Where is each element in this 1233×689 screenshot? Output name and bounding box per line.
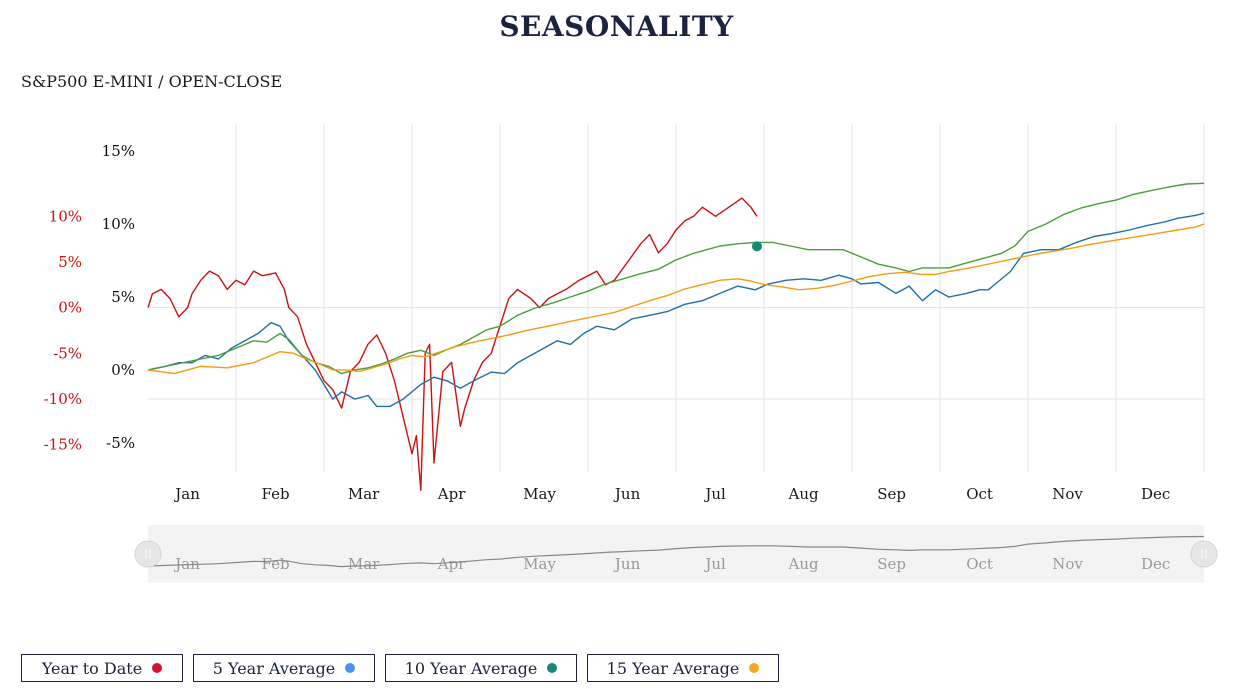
month-tick-label: Aug bbox=[788, 485, 819, 503]
legend-label: Year to Date bbox=[41, 658, 143, 678]
navigator-month-label: Oct bbox=[966, 555, 993, 573]
legend-label: 10 Year Average bbox=[404, 658, 538, 678]
average-axis-ticks: 15% 10% 5% 0% -5% bbox=[102, 142, 135, 452]
navigator-month-label: Aug bbox=[788, 555, 819, 573]
average-axis-tick-label: 15% bbox=[102, 142, 135, 160]
vertical-gridlines bbox=[235, 125, 1205, 472]
legend-item-10-year-average[interactable]: 10 Year Average bbox=[385, 654, 577, 682]
navigator-month-label: Sep bbox=[877, 555, 906, 573]
navigator-month-label: May bbox=[523, 555, 556, 573]
legend-label: 5 Year Average bbox=[212, 658, 336, 678]
month-tick-label: Jun bbox=[613, 485, 641, 503]
legend-color-dot bbox=[152, 663, 163, 673]
series-lines bbox=[147, 182, 1205, 491]
navigator-month-label: Dec bbox=[1141, 555, 1170, 573]
navigator-month-label: Nov bbox=[1052, 555, 1083, 573]
month-tick-label: Dec bbox=[1141, 485, 1170, 503]
navigator-month-label: Mar bbox=[348, 555, 380, 573]
ytd-axis-tick-label: -15% bbox=[44, 436, 82, 454]
legend-color-dot bbox=[547, 663, 558, 673]
average-axis-tick-label: -5% bbox=[106, 434, 135, 452]
average-axis-tick-label: 5% bbox=[111, 288, 135, 306]
ytd-axis-tick-label: 10% bbox=[49, 207, 82, 225]
markers bbox=[751, 241, 762, 252]
ytd-axis-tick-label: -10% bbox=[44, 390, 82, 408]
ytd-axis-tick-label: 5% bbox=[58, 253, 82, 271]
navigator-month-label: Jun bbox=[613, 555, 641, 573]
legend-color-dot bbox=[345, 663, 356, 673]
navigator-month-label: Jul bbox=[703, 555, 726, 573]
month-tick-label: Sep bbox=[877, 485, 906, 503]
series-line-5-year-average[interactable] bbox=[147, 212, 1205, 408]
legend-item-5-year-average[interactable]: 5 Year Average bbox=[193, 654, 375, 682]
ytd-axis-ticks: 10% 5% 0% -5% -10% -15% bbox=[44, 207, 82, 453]
current-point-marker[interactable] bbox=[751, 241, 762, 252]
seasonality-chart[interactable]: 10% 5% 0% -5% -10% -15% 15% 10% 5% 0% -5% Jan Feb M… bbox=[0, 0, 1233, 640]
navigator-month-label: Feb bbox=[262, 555, 290, 573]
legend-item-year-to-date[interactable]: Year to Date bbox=[21, 654, 183, 682]
average-axis-tick-label: 10% bbox=[102, 215, 135, 233]
series-line-15-year-average[interactable] bbox=[147, 223, 1205, 375]
month-tick-label: Oct bbox=[966, 485, 993, 503]
month-tick-label: Feb bbox=[262, 485, 290, 503]
series-line-year-to-date[interactable] bbox=[147, 197, 758, 491]
month-axis-ticks: Jan Feb Mar Apr May Jun Jul Aug Sep Oct Nov Dec bbox=[173, 485, 1170, 503]
navigator[interactable]: Jan Feb Mar Apr May Jun Jul Aug Sep Oct Nov Dec bbox=[134, 525, 1218, 583]
ytd-axis-tick-label: 0% bbox=[58, 299, 82, 317]
navigator-right-handle[interactable] bbox=[1190, 540, 1218, 568]
ytd-axis-tick-label: -5% bbox=[53, 344, 82, 362]
navigator-background bbox=[148, 525, 1204, 583]
month-tick-label: Jan bbox=[173, 485, 200, 503]
legend-item-15-year-average[interactable]: 15 Year Average bbox=[587, 654, 779, 682]
month-tick-label: May bbox=[523, 485, 556, 503]
navigator-month-label: Apr bbox=[437, 555, 466, 573]
navigator-left-handle[interactable] bbox=[134, 540, 162, 568]
legend-label: 15 Year Average bbox=[606, 658, 740, 678]
navigator-month-label: Jan bbox=[173, 555, 200, 573]
month-tick-label: Mar bbox=[348, 485, 380, 503]
average-axis-tick-label: 0% bbox=[111, 361, 135, 379]
month-tick-label: Nov bbox=[1052, 485, 1083, 503]
legend-color-dot bbox=[749, 663, 760, 673]
navigator-series-line bbox=[147, 535, 1205, 568]
month-tick-label: Apr bbox=[437, 485, 466, 503]
chart-subtitle: S&P500 E-MINI / OPEN-CLOSE bbox=[21, 72, 283, 91]
page-title: SEASONALITY bbox=[499, 10, 734, 43]
month-tick-label: Jul bbox=[703, 485, 726, 503]
